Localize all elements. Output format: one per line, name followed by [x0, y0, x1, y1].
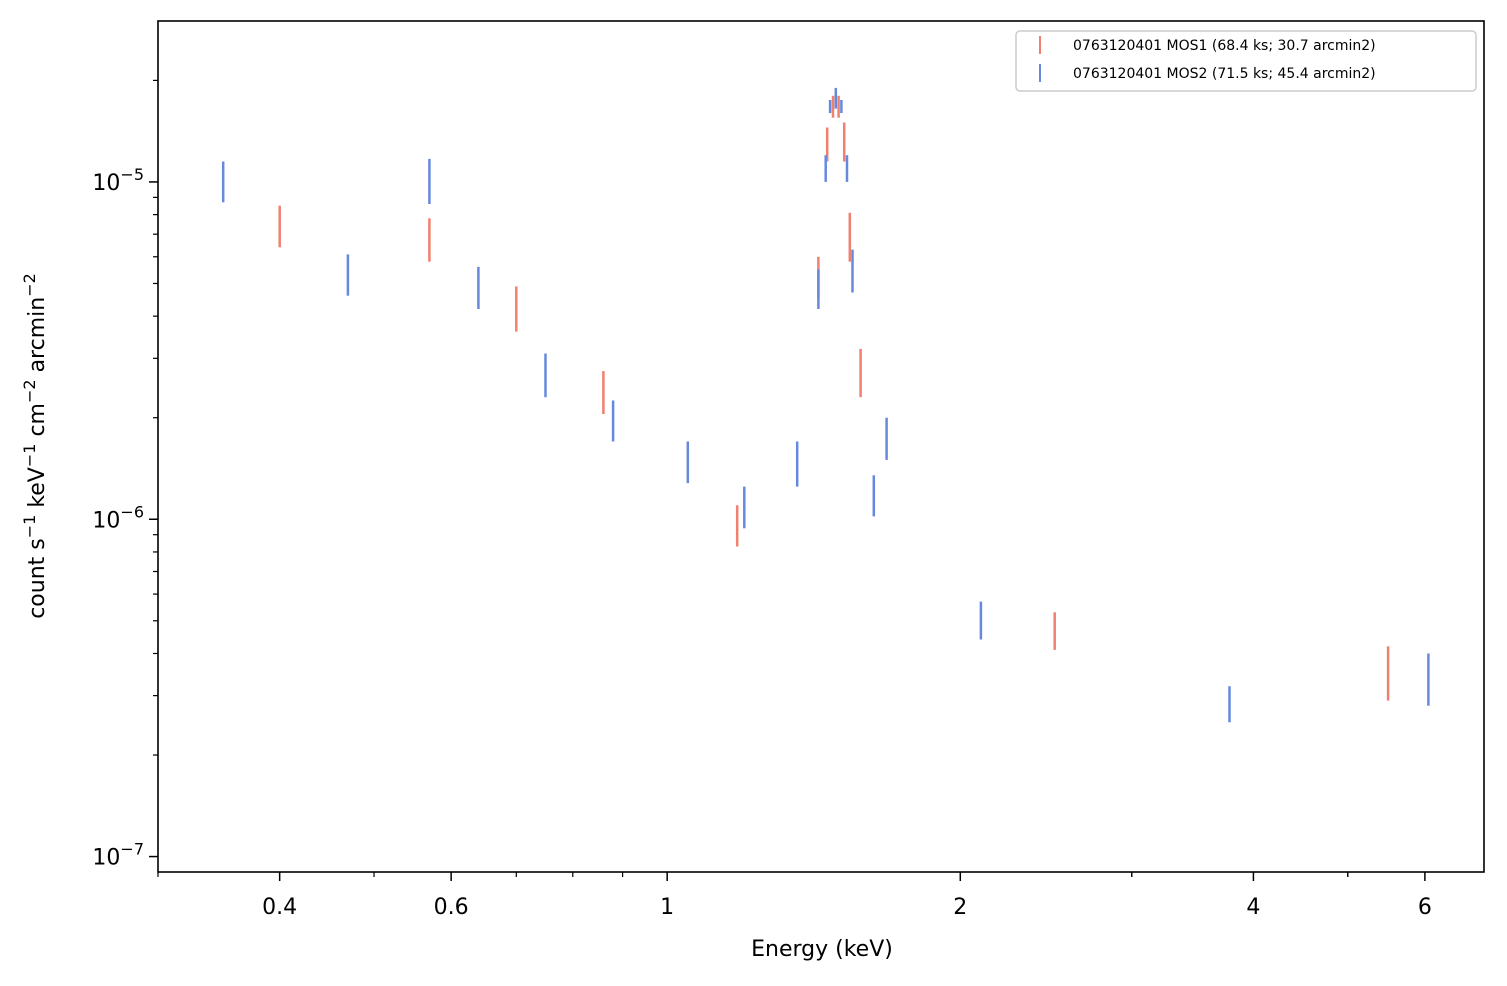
legend-label-2: 0763120401 MOS2 (71.5 ks; 45.4 arcmin2) [1073, 66, 1376, 82]
legend-label-1: 0763120401 MOS1 (68.4 ks; 30.7 arcmin2) [1073, 38, 1376, 54]
y-tick-base: 10 [92, 508, 120, 533]
y-label-text: count s [25, 538, 50, 619]
x-tick-label: 6 [1418, 895, 1432, 920]
x-tick-label: 0.6 [434, 895, 469, 920]
x-tick-label: 4 [1246, 895, 1260, 920]
legend: 0763120401 MOS1 (68.4 ks; 30.7 arcmin2) 0… [1015, 30, 1477, 92]
x-axis-ticks: 0.4 0.6 1 2 4 6 [157, 872, 1432, 920]
y-tick-label: 10−5 [92, 165, 144, 196]
y-tick-label: 10−6 [92, 502, 144, 533]
x-tick-label: 0.4 [262, 895, 297, 920]
y-label-text: keV [25, 467, 50, 515]
y-label-exponent: −2 [20, 379, 39, 403]
error-bars [221, 87, 1430, 723]
y-label-text: cm [25, 403, 50, 444]
y-tick-exponent: −6 [120, 502, 144, 521]
y-tick-exponent: −7 [120, 840, 144, 859]
y-label-text: arcmin [25, 297, 50, 380]
y-axis-ticks: 10−710−610−5 [92, 79, 158, 871]
y-label-exponent: −1 [20, 444, 39, 468]
y-tick-label: 10−7 [92, 840, 144, 871]
legend-box [1015, 30, 1477, 92]
x-axis-label: Energy (keV) [751, 937, 893, 962]
plot-frame [157, 20, 1485, 873]
x-tick-label: 1 [660, 895, 674, 920]
y-tick-base: 10 [92, 846, 120, 871]
y-label-exponent: −1 [20, 515, 39, 539]
y-axis-label: count s−1 keV−1 cm−2 arcmin−2 [20, 273, 50, 619]
x-tick-label: 2 [953, 895, 967, 920]
y-label-exponent: −2 [20, 273, 39, 297]
y-tick-exponent: −5 [120, 165, 144, 184]
plot-area [158, 21, 1484, 872]
y-tick-base: 10 [92, 171, 120, 196]
